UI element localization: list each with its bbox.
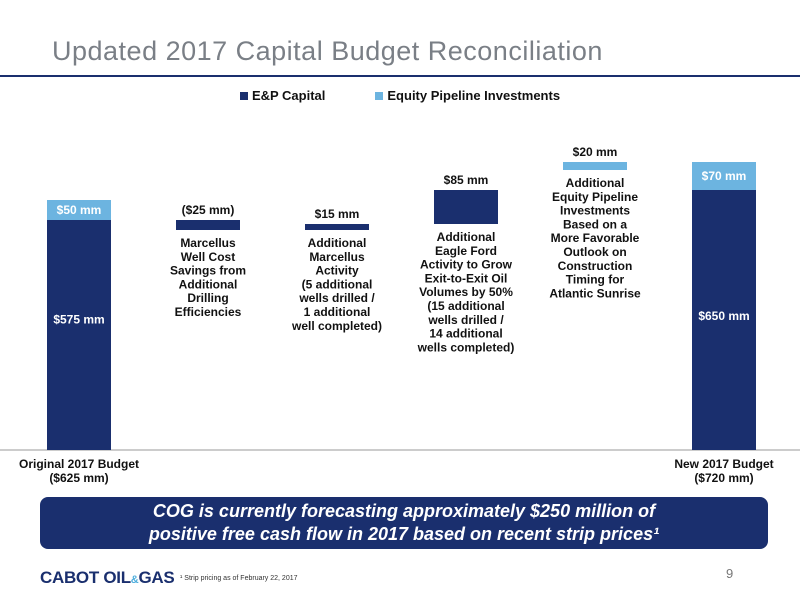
bar-desc-marcellus_activity-3: (5 additional [302, 277, 373, 291]
data-label-ep-original: $575 mm [53, 313, 104, 327]
legend-label-pipeline: Equity Pipeline Investments [387, 88, 561, 103]
bar-desc-marcellus_savings-2: Savings from [170, 264, 246, 278]
bar-desc-marcellus_savings-5: Efficiencies [175, 305, 242, 319]
callout-line-1: COG is currently forecasting approximate… [152, 501, 656, 521]
bar-desc-marcellus_savings-4: Drilling [187, 291, 228, 305]
legend-swatch-pipeline [375, 91, 384, 100]
bar-desc-marcellus_activity-4: wells drilled / [298, 291, 375, 305]
bar-desc-eagle_ford-2: Activity to Grow [420, 258, 513, 272]
callout-line-2: positive free cash flow in 2017 based on… [148, 524, 660, 544]
bar-desc-marcellus_savings-3: Additional [179, 277, 238, 291]
category-label-original-0: Original 2017 Budget [19, 457, 139, 471]
data-label-pipeline_invest: $20 mm [573, 145, 618, 159]
chart-legend: E&P Capital Equity Pipeline Investments [0, 88, 800, 103]
bar-desc-eagle_ford-6: wells drilled / [427, 313, 504, 327]
bar-desc-marcellus_activity-6: well completed) [291, 319, 382, 333]
logo-ampersand: & [130, 574, 139, 586]
cash-flow-callout: COG is currently forecasting approximate… [40, 497, 768, 549]
legend-item-ep: E&P Capital [239, 88, 326, 103]
category-label-original-1: ($625 mm) [49, 471, 108, 485]
logo-text-right: GAS [138, 568, 175, 587]
bar-desc-eagle_ford-8: wells completed) [417, 340, 515, 354]
data-label-marcellus_savings: ($25 mm) [182, 203, 235, 217]
bar-desc-eagle_ford-3: Exit-to-Exit Oil [425, 271, 508, 285]
bar-desc-eagle_ford-5: (15 additional [427, 299, 504, 313]
data-label-pipeline-new: $70 mm [702, 169, 747, 183]
logo-text-left: CABOT OIL [40, 568, 131, 587]
legend-swatch-ep [239, 91, 248, 100]
data-label-eagle_ford: $85 mm [444, 173, 489, 187]
legend-item-pipeline: Equity Pipeline Investments [375, 88, 560, 103]
bar-desc-eagle_ford-4: Volumes by 50% [419, 285, 513, 299]
bar-desc-marcellus_savings-1: Well Cost [181, 250, 235, 264]
data-label-ep-new: $650 mm [698, 309, 749, 323]
bar-desc-eagle_ford-7: 14 additional [429, 327, 502, 341]
category-label-new-1: ($720 mm) [694, 471, 753, 485]
footnote: ¹ Strip pricing as of February 22, 2017 [180, 575, 298, 582]
bar-desc-pipeline_invest-7: Timing for [566, 273, 625, 287]
bar-desc-eagle_ford-1: Eagle Ford [435, 244, 497, 258]
bar-delta-pipeline_invest [563, 162, 627, 170]
bar-pipeline-original [47, 200, 111, 220]
bar-desc-pipeline_invest-6: Construction [558, 259, 633, 273]
title-rule [0, 75, 800, 77]
bar-delta-marcellus_activity [305, 224, 369, 230]
bar-desc-pipeline_invest-8: Atlantic Sunrise [549, 286, 641, 300]
bar-ep-new [692, 190, 756, 450]
company-logo: CABOT OIL&GAS [40, 568, 175, 588]
bar-desc-pipeline_invest-5: Outlook on [563, 245, 626, 259]
bar-desc-pipeline_invest-0: Additional [566, 176, 625, 190]
bar-desc-marcellus_activity-5: 1 additional [304, 305, 371, 319]
legend-label-ep: E&P Capital [251, 88, 326, 103]
slide-title: Updated 2017 Capital Budget Reconciliati… [52, 36, 603, 66]
bar-desc-marcellus_savings-0: Marcellus [180, 236, 236, 250]
bar-desc-marcellus_activity-0: Additional [308, 236, 367, 250]
bar-delta-eagle_ford [434, 190, 498, 224]
bar-desc-pipeline_invest-1: Equity Pipeline [552, 190, 638, 204]
data-label-marcellus_activity: $15 mm [315, 207, 360, 221]
bar-desc-pipeline_invest-3: Based on a [563, 217, 627, 231]
bar-desc-marcellus_activity-2: Activity [315, 264, 359, 278]
bar-desc-marcellus_activity-1: Marcellus [309, 250, 365, 264]
bar-desc-pipeline_invest-4: More Favorable [551, 231, 640, 245]
bar-delta-marcellus_savings [176, 220, 240, 230]
bar-desc-pipeline_invest-2: Investments [560, 204, 630, 218]
bar-ep-original [47, 220, 111, 450]
bar-pipeline-new [692, 162, 756, 190]
category-label-new-0: New 2017 Budget [674, 457, 773, 471]
bar-desc-eagle_ford-0: Additional [437, 230, 496, 244]
page-number: 9 [726, 566, 734, 581]
data-label-pipeline-original: $50 mm [57, 203, 102, 217]
